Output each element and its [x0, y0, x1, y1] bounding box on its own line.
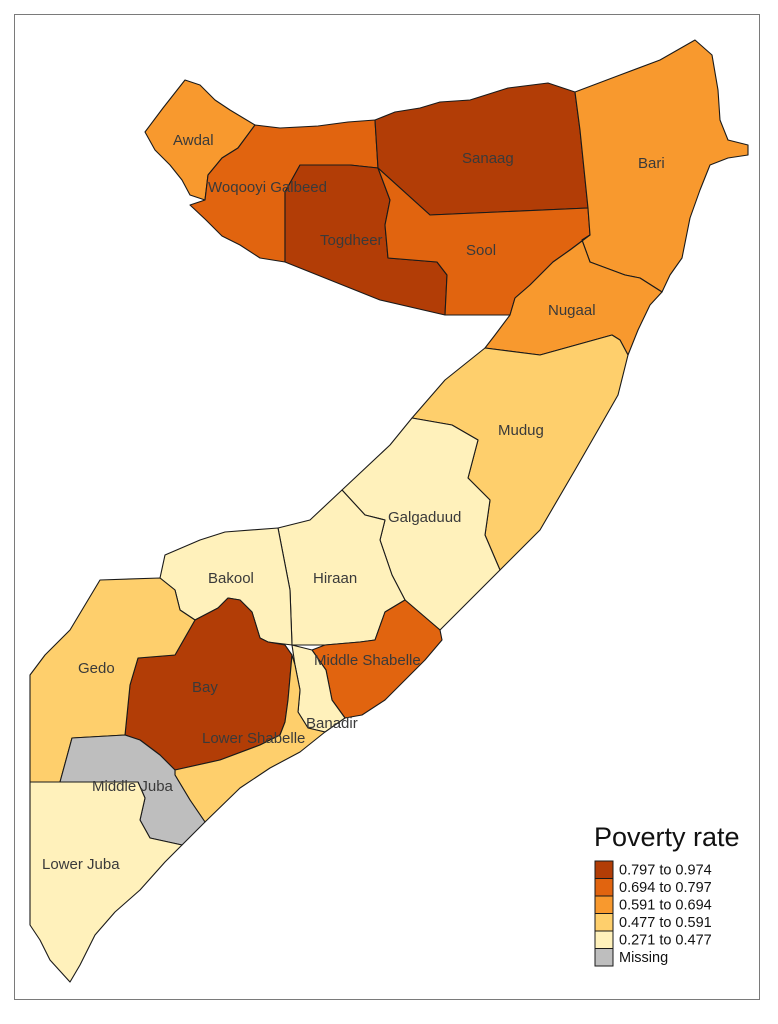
region-label-middle-shabelle: Middle Shabelle [314, 652, 421, 669]
legend-label: 0.797 to 0.974 [619, 863, 712, 879]
region-label-bari: Bari [638, 155, 665, 172]
region-label-middle-juba: Middle Juba [92, 778, 174, 795]
legend-label: 0.591 to 0.694 [619, 898, 712, 914]
legend-swatch [594, 930, 614, 949]
region-label-sool: Sool [466, 242, 496, 259]
legend-label: Missing [619, 950, 668, 966]
region-label-galgaduud: Galgaduud [388, 509, 461, 526]
region-label-bay: Bay [192, 679, 218, 696]
legend-swatch [594, 948, 614, 967]
region-label-awdal: Awdal [173, 132, 214, 149]
region-label-mudug: Mudug [498, 422, 544, 439]
region-label-lower-shabelle: Lower Shabelle [202, 730, 305, 747]
region-label-hiraan: Hiraan [313, 570, 357, 587]
legend-label: 0.271 to 0.477 [619, 933, 712, 949]
regions-layer [29, 39, 749, 983]
region-label-gedo: Gedo [78, 660, 115, 677]
region-label-bakool: Bakool [208, 570, 254, 587]
legend-swatch [594, 860, 614, 879]
legend-label: 0.694 to 0.797 [619, 880, 712, 896]
region-label-nugaal: Nugaal [548, 302, 596, 319]
legend-label: 0.477 to 0.591 [619, 915, 712, 931]
legend-swatch [594, 913, 614, 932]
region-labels-layer: Awdal Woqooyi Galbeed Togdheer Sanaag So… [42, 132, 665, 873]
legend-title: Poverty rate [594, 822, 740, 852]
legend-swatch [594, 878, 614, 897]
region-label-lower-juba: Lower Juba [42, 856, 120, 873]
region-lower-juba[interactable] [29, 781, 183, 983]
region-woqooyi-galbeed[interactable] [189, 119, 379, 263]
region-label-sanaag: Sanaag [462, 150, 514, 167]
legend-swatch [594, 895, 614, 914]
region-label-woqooyi-galbeed: Woqooyi Galbeed [208, 179, 327, 196]
region-label-togdheer: Togdheer [320, 232, 383, 249]
region-label-banadir: Banadir [306, 715, 358, 732]
